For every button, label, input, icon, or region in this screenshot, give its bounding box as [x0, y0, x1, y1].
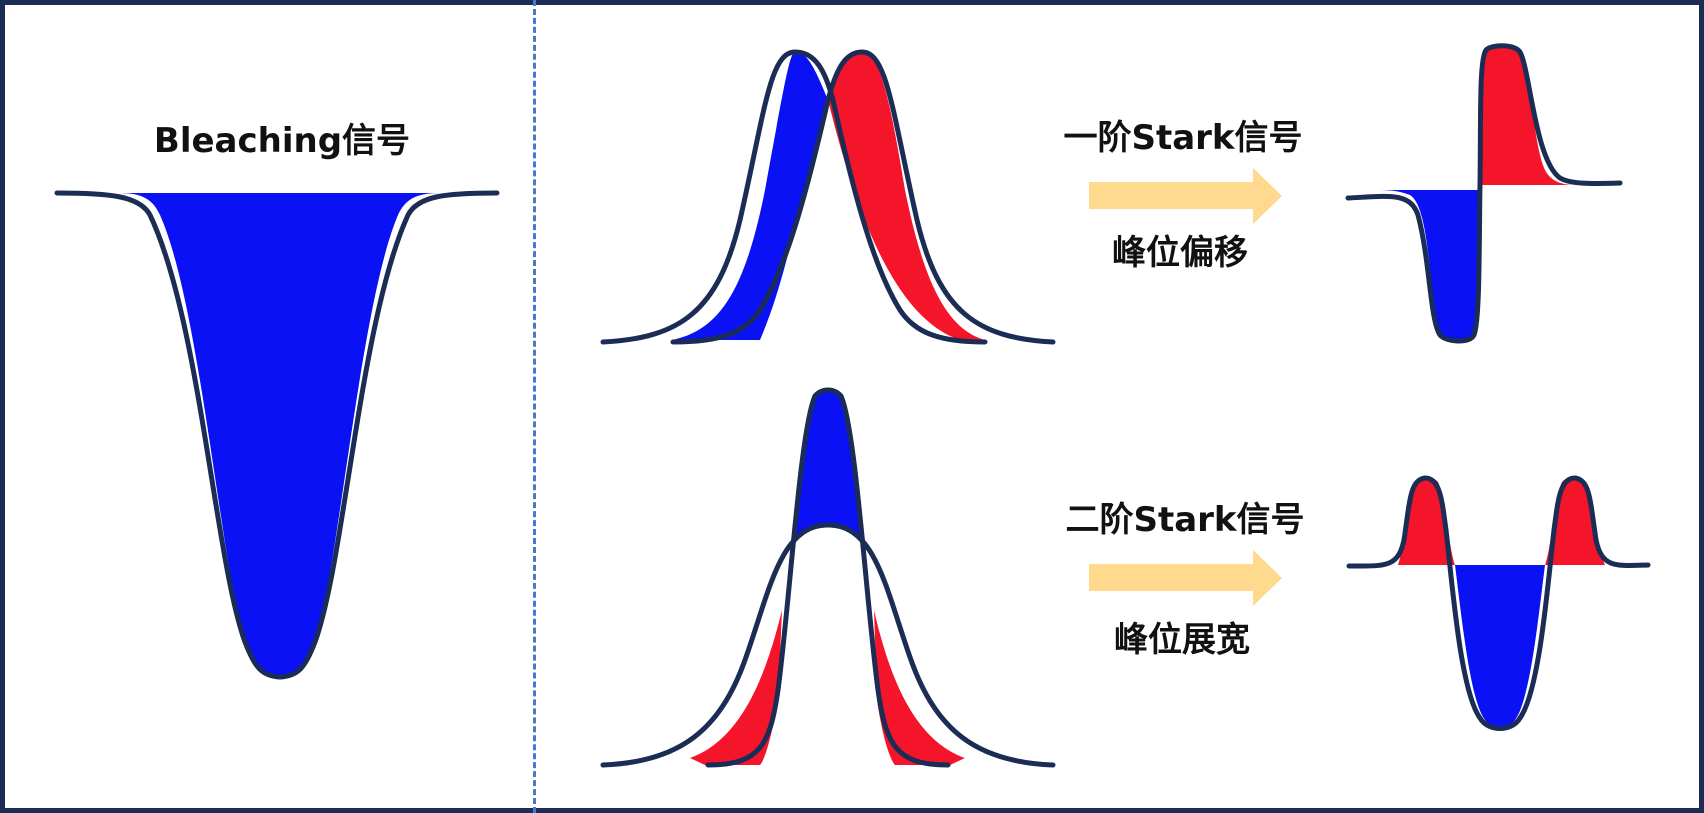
first-order-stark-signal: [1345, 43, 1623, 344]
second-order-stark-label: 二阶Stark信号: [1065, 500, 1305, 540]
arrow-right-icon: [1089, 168, 1282, 224]
second-order-broadening-curves: [600, 387, 1056, 768]
second-order-stark-signal: [1346, 475, 1651, 731]
first-order-blue-lobe: [1380, 190, 1478, 342]
second-order-blue-lobe: [1455, 565, 1545, 728]
first-order-outline: [1345, 43, 1623, 344]
panel-divider: [533, 0, 536, 813]
shift-curve-right: [670, 49, 1056, 345]
bleaching-curve: [54, 190, 500, 680]
shift-red-fill: [828, 52, 985, 340]
narrow-peak-outline: [705, 387, 951, 768]
arrow-right-icon: [1089, 550, 1282, 606]
peak-shift-label: 峰位偏移: [1112, 233, 1248, 273]
second-order-outline: [1346, 475, 1651, 731]
broad-peak-outline: [600, 522, 1056, 768]
first-order-red-lobe: [1481, 45, 1575, 185]
shift-blue-fill: [672, 52, 828, 340]
first-order-shift-curves: [600, 49, 1056, 345]
first-order-stark-label: 一阶Stark信号: [1063, 118, 1303, 158]
shift-curve-left: [600, 49, 988, 345]
bleaching-outline: [54, 190, 500, 680]
wing-left-red-fill: [690, 610, 782, 765]
arrow-first-order: [1089, 168, 1282, 224]
bleaching-fill: [120, 193, 440, 677]
arrow-second-order: [1089, 550, 1282, 606]
wing-right-red-fill: [874, 610, 965, 765]
peak-broadening-label: 峰位展宽: [1114, 620, 1250, 660]
bleaching-signal-label: Bleaching信号: [153, 121, 411, 161]
